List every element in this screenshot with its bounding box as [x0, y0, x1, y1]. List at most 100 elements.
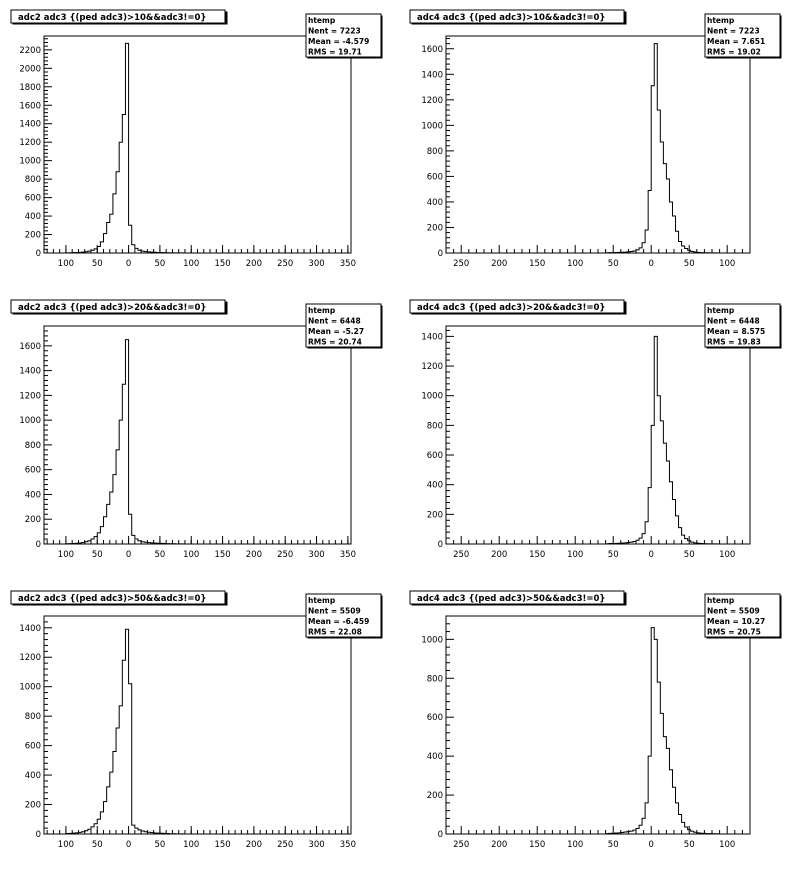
histogram-series	[65, 628, 186, 835]
y-tick-label: 1400	[19, 120, 41, 130]
stats-mean: Mean = 7.651	[707, 37, 765, 46]
x-axis: 250 200 150 100 50 0 50 100	[445, 536, 751, 560]
x-tick-label: 250	[277, 259, 293, 269]
y-tick-label: 1400	[421, 332, 443, 342]
y-tick-label: 1000	[421, 635, 443, 645]
y-tick-label: 800	[427, 147, 443, 157]
title-box: adc2 adc3 {(ped adc3)>10&&adc3!=0}	[10, 9, 228, 25]
y-tick-label: 0	[438, 540, 443, 550]
x-tick-label: 0	[126, 259, 131, 269]
y-tick-label: 200	[25, 231, 41, 241]
x-tick-label: 150	[214, 259, 230, 269]
x-tick-label: 250	[453, 840, 469, 850]
x-tick-label: 150	[529, 259, 545, 269]
x-tick-label: 350	[340, 259, 356, 269]
y-tick-label: 1800	[19, 83, 41, 93]
y-tick-label: 1400	[19, 367, 41, 377]
plot-frame	[445, 325, 751, 545]
y-tick-label: 200	[427, 223, 443, 233]
stats-name: htemp	[308, 306, 336, 315]
title-box: adc4 adc3 {(ped adc3)>20&&adc3!=0}	[409, 299, 627, 315]
y-tick-label: 1600	[421, 45, 443, 55]
x-tick-label: 50	[154, 840, 165, 850]
y-tick-label: 2200	[19, 46, 41, 56]
x-tick-label: 100	[183, 840, 199, 850]
y-tick-label: 600	[427, 713, 443, 723]
x-tick-label: 250	[453, 550, 469, 560]
x-tick-label: 350	[340, 840, 356, 850]
x-tick-label: 300	[308, 550, 324, 560]
y-tick-label: 1000	[19, 683, 41, 693]
stats-mean: Mean = -6.459	[308, 617, 369, 626]
stats-rms: RMS = 22.08	[308, 628, 362, 637]
histogram-series	[65, 339, 186, 545]
y-tick-label: 600	[25, 194, 41, 204]
y-tick-label: 1000	[19, 416, 41, 426]
title-box-frame	[10, 590, 226, 605]
plot-frame	[445, 35, 751, 254]
y-tick-label: 800	[25, 441, 41, 451]
histogram-panel-3: adc2 adc3 {(ped adc3)>20&&adc3!=0} htemp N…	[10, 299, 383, 560]
x-tick-label: 100	[58, 840, 74, 850]
x-tick-label: 50	[92, 840, 103, 850]
y-tick-label: 400	[427, 752, 443, 762]
y-tick-label: 1000	[421, 392, 443, 402]
x-tick-label: 300	[308, 840, 324, 850]
x-tick-label: 100	[719, 550, 735, 560]
y-tick-label: 1600	[19, 342, 41, 352]
plot-frame	[43, 35, 352, 254]
x-tick-label: 0	[648, 259, 653, 269]
stats-rms: RMS = 19.02	[707, 48, 761, 57]
x-tick-label: 200	[246, 840, 262, 850]
y-tick-label: 1400	[421, 70, 443, 80]
x-tick-label: 150	[529, 550, 545, 560]
y-tick-label: 800	[25, 175, 41, 185]
x-tick-label: 100	[719, 259, 735, 269]
x-axis: 250 200 150 100 50 0 50 100	[445, 245, 751, 269]
histogram-series	[605, 43, 719, 254]
y-tick-label: 1200	[19, 653, 41, 663]
x-tick-label: 0	[648, 840, 653, 850]
stats-mean: Mean = 8.575	[707, 327, 765, 336]
plot-title: adc4 adc3 {(ped adc3)>10&&adc3!=0}	[417, 13, 605, 23]
y-tick-label: 1200	[19, 138, 41, 148]
stats-name: htemp	[308, 16, 336, 25]
histogram-panel-6: adc4 adc3 {(ped adc3)>50&&adc3!=0} htemp N…	[409, 590, 782, 850]
x-tick-label: 100	[719, 840, 735, 850]
y-tick-label: 0	[36, 830, 41, 840]
plot-frame	[43, 325, 352, 545]
x-axis: 100 50 0 50 100 150 200 250 300 350	[46, 245, 356, 269]
y-tick-label: 1200	[19, 391, 41, 401]
title-box-frame	[409, 9, 625, 24]
stats-entries: Nent = 7223	[308, 27, 361, 36]
title-box: adc4 adc3 {(ped adc3)>50&&adc3!=0}	[409, 590, 627, 606]
y-tick-label: 1400	[19, 624, 41, 634]
x-tick-label: 250	[277, 550, 293, 560]
title-box: adc2 adc3 {(ped adc3)>20&&adc3!=0}	[10, 299, 228, 315]
histogram-panel-2: adc4 adc3 {(ped adc3)>10&&adc3!=0} htemp N…	[409, 9, 782, 269]
x-tick-label: 250	[453, 259, 469, 269]
x-tick-label: 200	[246, 259, 262, 269]
x-tick-label: 50	[154, 259, 165, 269]
stats-box-frame	[704, 303, 781, 348]
title-box-frame	[10, 9, 226, 24]
y-tick-label: 800	[427, 674, 443, 684]
stats-rms: RMS = 20.75	[707, 628, 761, 637]
stats-name: htemp	[707, 596, 735, 605]
stats-mean: Mean = -5.27	[308, 327, 364, 336]
y-tick-label: 800	[25, 712, 41, 722]
stats-box-frame	[305, 593, 382, 638]
y-tick-label: 1200	[421, 96, 443, 106]
histogram-panel-5: adc2 adc3 {(ped adc3)>50&&adc3!=0} htemp N…	[10, 590, 383, 850]
x-tick-label: 50	[608, 840, 619, 850]
histogram-series	[65, 42, 186, 254]
y-tick-label: 200	[427, 791, 443, 801]
x-tick-label: 100	[567, 840, 583, 850]
stats-entries: Nent = 6448	[308, 317, 361, 326]
y-tick-label: 200	[25, 801, 41, 811]
x-axis: 100 50 0 50 100 150 200 250 300 350	[46, 536, 356, 560]
stats-entries: Nent = 7223	[707, 27, 760, 36]
histogram-panel-1: adc2 adc3 {(ped adc3)>10&&adc3!=0} htemp N…	[10, 9, 383, 269]
